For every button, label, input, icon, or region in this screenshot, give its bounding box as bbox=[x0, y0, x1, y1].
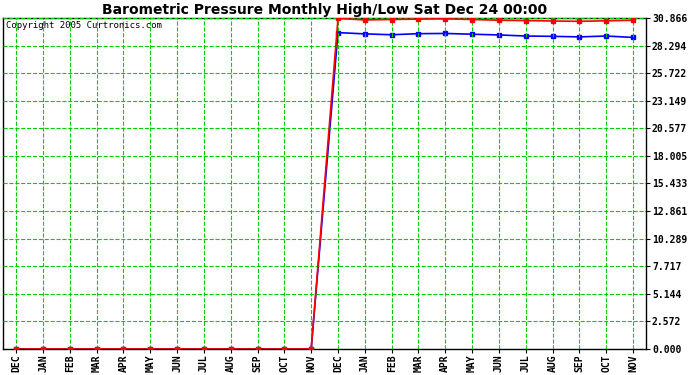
Title: Barometric Pressure Monthly High/Low Sat Dec 24 00:00: Barometric Pressure Monthly High/Low Sat… bbox=[102, 3, 547, 17]
Text: Copyright 2005 Curtronics.com: Copyright 2005 Curtronics.com bbox=[6, 21, 162, 30]
